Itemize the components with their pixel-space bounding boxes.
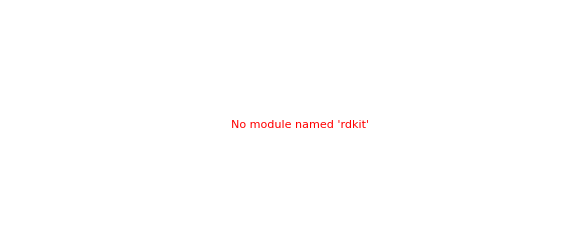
Text: No module named 'rdkit': No module named 'rdkit' <box>231 120 369 130</box>
